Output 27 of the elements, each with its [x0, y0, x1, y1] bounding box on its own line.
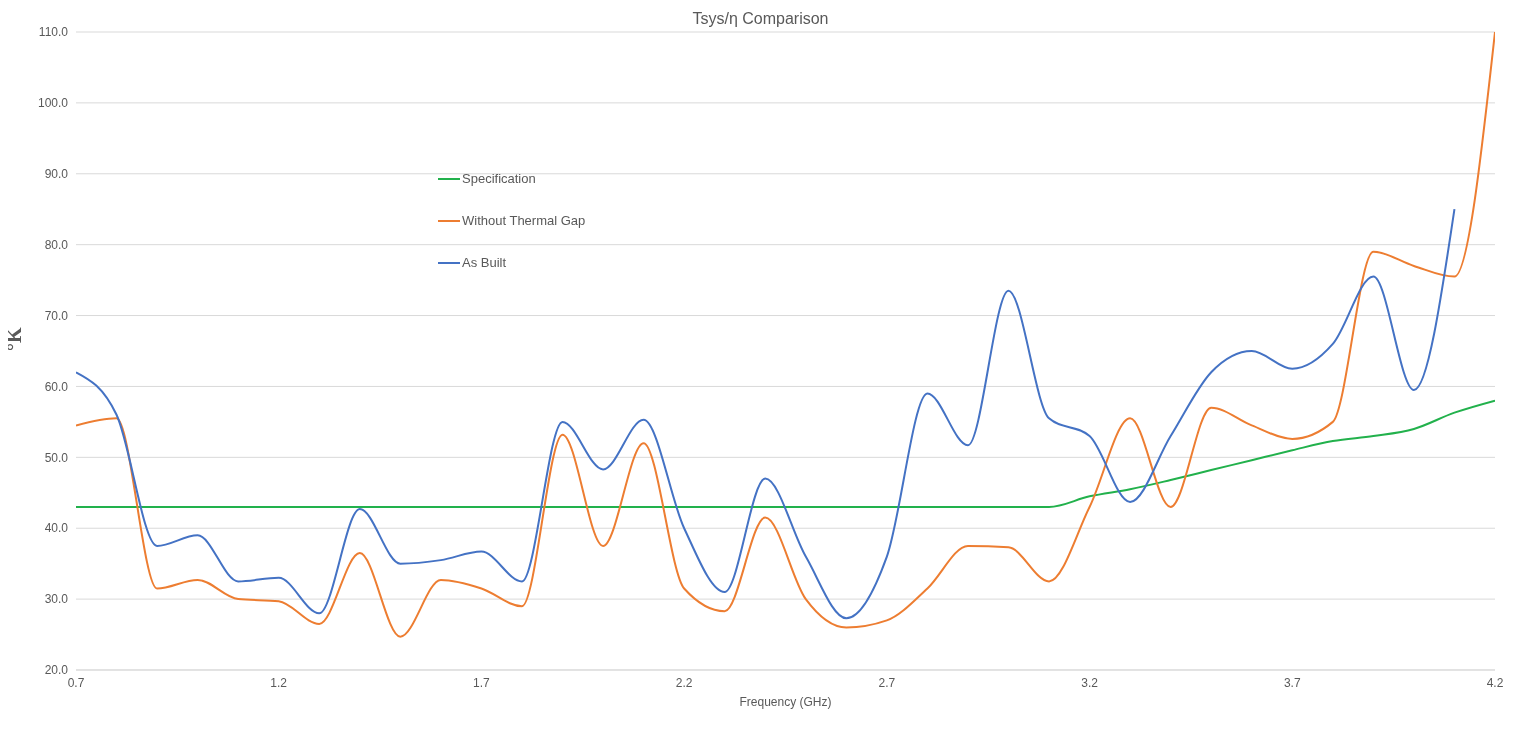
- x-tick-label: 3.7: [1283, 675, 1301, 690]
- x-tick-label: 0.7: [67, 675, 85, 690]
- y-tick-label: 20.0: [44, 663, 69, 678]
- x-axis-title: Frequency (GHz): [739, 695, 832, 709]
- y-tick-label: 90.0: [44, 167, 69, 182]
- line-series: [76, 208, 1456, 620]
- y-axis-title: °K: [3, 327, 26, 351]
- x-tick-label: 1.7: [473, 675, 491, 690]
- y-tick-label: 70.0: [44, 308, 69, 323]
- x-tick-label: 3.2: [1081, 675, 1099, 690]
- line-series: [76, 399, 1495, 508]
- legend-label: Specification: [462, 170, 536, 188]
- y-tick-label: 80.0: [44, 237, 69, 252]
- legend-label: As Built: [462, 254, 507, 272]
- chart-title: Tsys/η Comparison: [692, 10, 829, 27]
- y-tick-label: 100.0: [37, 96, 69, 111]
- y-tick-label: 30.0: [44, 592, 69, 607]
- legend-label: Without Thermal Gap: [462, 212, 586, 230]
- line-series: [76, 32, 1495, 638]
- y-tick-label: 110.0: [38, 25, 69, 40]
- y-tick-label: 60.0: [44, 379, 69, 394]
- x-tick-label: 1.2: [270, 675, 288, 690]
- x-tick-label: 2.7: [878, 675, 896, 690]
- x-tick-label: 4.2: [1486, 675, 1504, 690]
- x-tick-label: 2.2: [675, 675, 693, 690]
- y-tick-label: 40.0: [44, 521, 69, 536]
- y-tick-label: 50.0: [44, 450, 69, 465]
